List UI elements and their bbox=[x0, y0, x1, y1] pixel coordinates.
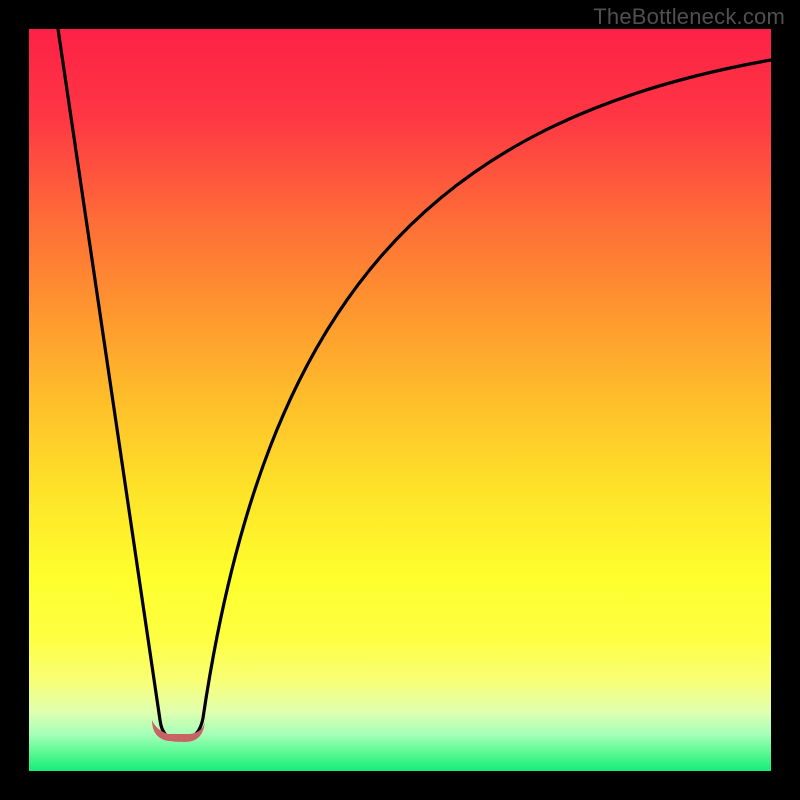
chart-background-gradient bbox=[29, 29, 771, 771]
chart-svg bbox=[0, 0, 800, 800]
watermark-text: TheBottleneck.com bbox=[593, 4, 785, 30]
bottleneck-chart bbox=[0, 0, 800, 800]
